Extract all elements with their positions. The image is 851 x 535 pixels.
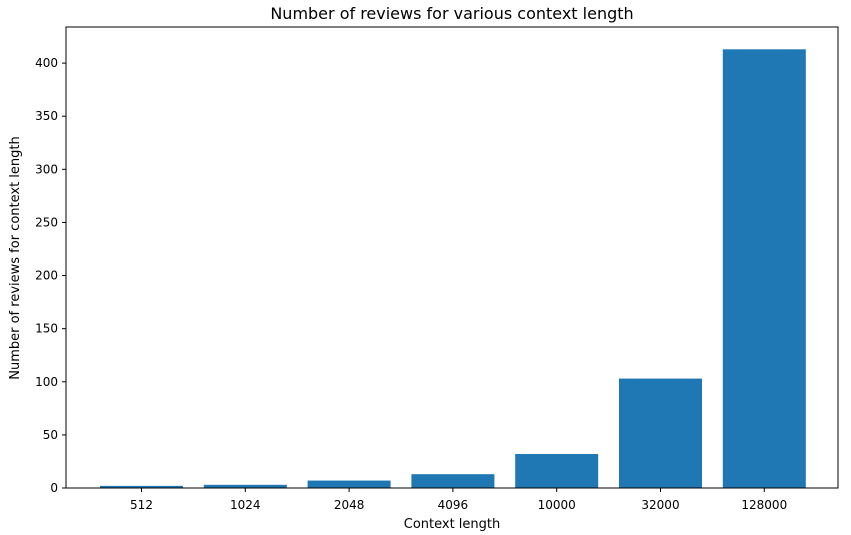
chart-title: Number of reviews for various context le… (270, 4, 633, 23)
y-tick-label: 250 (35, 215, 58, 229)
x-tick-label: 1024 (230, 498, 261, 512)
plot-frame (65, 26, 839, 489)
y-tick-label: 150 (35, 322, 58, 336)
bar-2048 (307, 480, 391, 488)
bar-512 (100, 485, 183, 488)
x-axis-ticks: 512 1024 2048 4096 10000 32000 128000 (130, 488, 787, 512)
x-tick-label: 32000 (641, 498, 679, 512)
x-tick-label: 10000 (538, 498, 576, 512)
x-tick-label: 2048 (334, 498, 365, 512)
y-axis-label: Number of reviews for context length (8, 136, 23, 380)
y-axis-ticks: 0 50 100 150 200 250 300 350 400 (35, 56, 66, 495)
y-tick-label: 300 (35, 162, 58, 176)
y-tick-label: 0 (50, 481, 58, 495)
bars-group (100, 49, 806, 488)
y-tick-label: 200 (35, 269, 58, 283)
bar-10000 (515, 454, 599, 488)
y-tick-label: 50 (43, 428, 58, 442)
x-tick-label: 4096 (438, 498, 469, 512)
x-tick-label: 128000 (741, 498, 787, 512)
y-tick-label: 350 (35, 109, 58, 123)
x-tick-label: 512 (130, 498, 153, 512)
bar-4096 (411, 474, 495, 488)
y-tick-label: 400 (35, 56, 58, 70)
bar-1024 (203, 484, 287, 488)
bar-32000 (619, 378, 702, 488)
bar-128000 (722, 49, 806, 488)
x-axis-label: Context length (404, 517, 501, 532)
y-tick-label: 100 (35, 375, 58, 389)
